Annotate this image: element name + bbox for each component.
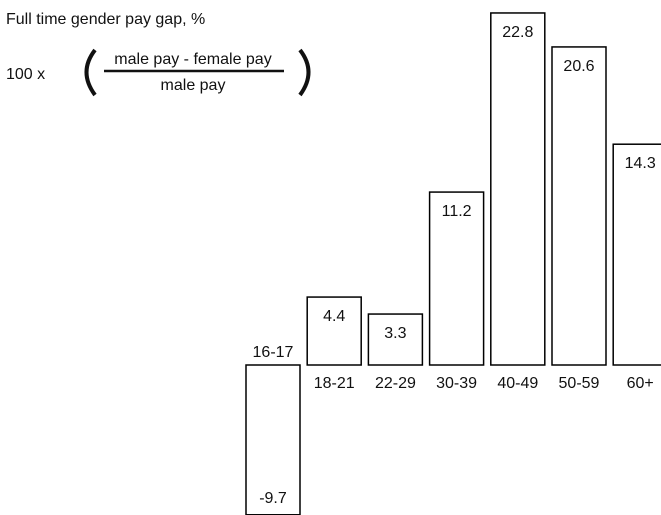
- bar: [612, 143, 661, 366]
- x-tick-label: 18-21: [314, 375, 355, 392]
- bar: [306, 296, 362, 366]
- bar: [367, 313, 424, 366]
- value-label: 14.3: [625, 155, 656, 172]
- x-tick-label: 22-29: [375, 375, 416, 392]
- value-label: 4.4: [323, 308, 345, 325]
- x-tick-label: 16-17: [253, 344, 294, 361]
- formula-prefix: 100 x: [6, 66, 45, 83]
- formula-denominator: male pay: [161, 77, 226, 94]
- bar: [428, 191, 485, 366]
- value-label: 3.3: [384, 325, 406, 342]
- x-tick-label: 50-59: [559, 375, 600, 392]
- chart-title: Full time gender pay gap, %: [6, 11, 205, 28]
- formula-numerator: male pay - female pay: [114, 51, 271, 68]
- value-label: 22.8: [502, 24, 533, 41]
- value-label: -9.7: [259, 490, 287, 507]
- x-tick-label: 40-49: [497, 375, 538, 392]
- value-label: 20.6: [563, 58, 594, 75]
- bar: [551, 46, 607, 366]
- value-label: 11.2: [442, 203, 472, 220]
- paren-right: [298, 48, 311, 97]
- paren-left: [84, 48, 97, 97]
- bar: [490, 12, 546, 366]
- x-tick-label: 60+: [627, 375, 654, 392]
- x-tick-label: 30-39: [436, 375, 477, 392]
